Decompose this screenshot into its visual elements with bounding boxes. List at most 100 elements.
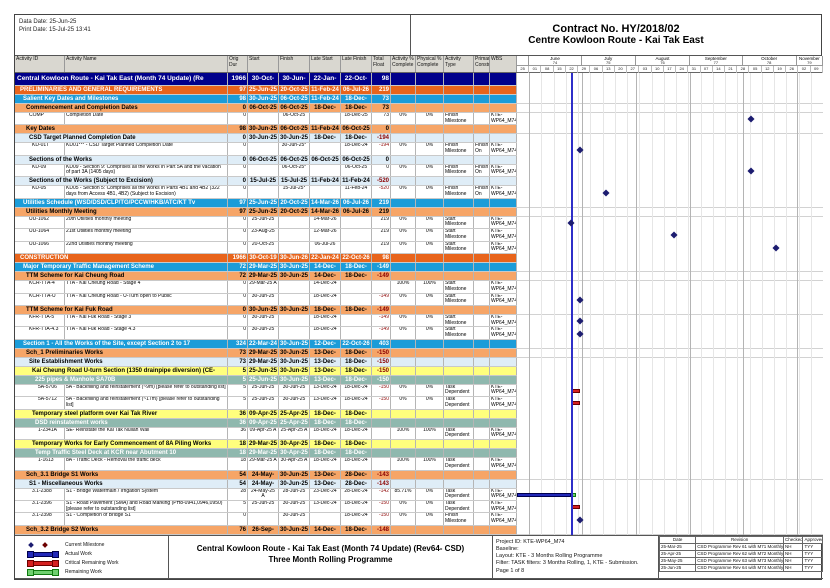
timeline-week-5: 29 xyxy=(578,66,591,73)
value-cell xyxy=(391,348,416,357)
month-gridline xyxy=(742,73,744,535)
week-gridline xyxy=(553,73,555,535)
wbs-row[interactable]: Sections of the Works (Subject to Excisi… xyxy=(15,177,517,187)
value-cell xyxy=(416,339,444,348)
wbs-row[interactable]: TTM Scheme for Kai Fuk Road 0 30-Jun-25 30-… xyxy=(15,305,517,315)
activity-row[interactable]: 3.1-2396 S1 - Road Pavement (SMA) and Roa… xyxy=(15,501,517,514)
activity-row[interactable]: UU-1066 22nd Utilities monthly meeting 0 20… xyxy=(15,241,517,255)
value-cell xyxy=(341,281,372,293)
column-header-10: Activity Type xyxy=(444,56,474,72)
wbs-row[interactable]: Major Temporary Traffic Management Schem… xyxy=(15,263,517,273)
actual-work-bar[interactable] xyxy=(517,492,572,497)
bar-endcap-icon xyxy=(52,560,59,567)
value-cell xyxy=(490,198,517,207)
activity-row[interactable]: KCR-TTA-U TTA - Kai Cheung Road - U-Turn … xyxy=(15,293,517,306)
value-cell: 0 xyxy=(228,177,248,186)
activity-row[interactable]: KD-01T KD01*** - CSD Target Planned Compl… xyxy=(15,143,517,156)
value-cell xyxy=(474,470,490,479)
value-cell xyxy=(474,339,490,348)
value-cell xyxy=(444,73,474,85)
wbs-row[interactable]: Utilities Monthly Meeting 97 25-Jun-25 20-O… xyxy=(15,207,517,217)
value-cell xyxy=(474,501,490,513)
timeline-week-21: 19 xyxy=(774,66,787,73)
value-cell: 100% xyxy=(416,458,444,470)
activity-row[interactable]: 1-2341A SE- Reinstate the Kai Tak Nullah … xyxy=(15,427,517,441)
wbs-row[interactable]: Utilities Schedule (WSD/DSD/CLP/TG/PCCW/… xyxy=(15,198,517,208)
activity-row[interactable]: 5A-5712 5A - Backfilling and reinstatemen… xyxy=(15,397,517,410)
value-cell xyxy=(416,366,444,375)
revision-row[interactable]: 25-May-25 CSD Programme Rev 63 with M73 M… xyxy=(659,557,823,565)
activity-row[interactable]: KFR-TTA-4.3 TTA - Kai Fuk Road - Stage 4.… xyxy=(15,327,517,340)
wbs-row[interactable]: 225 pipes & Manhole SA70B 5 25-Jun-25 30-Ju… xyxy=(15,375,517,385)
activity-row[interactable]: KD-09 KD09 - Section 9: Comprises all the… xyxy=(15,164,517,178)
value-cell: 09-Apr-25 A xyxy=(248,418,279,427)
activity-row[interactable]: KFR-TTA-5 TTA - Kai Fuk Road - Stage 3 0 30… xyxy=(15,314,517,328)
wbs-row[interactable]: CSD Target Planned Completion Date 0 30-Ju… xyxy=(15,134,517,144)
activity-row[interactable]: COMP Completion Date 0 06-Oct-25 18-Dec-25 73… xyxy=(15,113,517,126)
legend-label: Current Milestone xyxy=(65,541,105,548)
wbs-row[interactable]: Temporary Works for Early Commencement o… xyxy=(15,440,517,450)
value-cell: 06-Oct-25 xyxy=(341,155,372,164)
value-cell xyxy=(474,104,490,112)
activity-row[interactable]: 1-1613 8A - Traffic Deck - Removal the tr… xyxy=(15,458,517,471)
value-cell: -149 xyxy=(372,305,391,314)
gantt-row xyxy=(517,263,823,273)
bar-endcap-icon xyxy=(27,569,34,576)
activity-id-cell: KD-01T xyxy=(15,143,65,155)
activity-row[interactable]: UU-1062 20th Utilities monthly meeting 0 25… xyxy=(15,216,517,230)
value-cell: 22-Jan-24 xyxy=(310,73,341,85)
value-cell xyxy=(444,272,474,281)
week-gridline xyxy=(761,73,763,535)
wbs-row[interactable]: Key Dates 98 30-Jun-25 06-Oct-25 11-Feb-24 06… xyxy=(15,125,517,135)
wbs-row[interactable]: Temporary steel platform over Kai Tak Ri… xyxy=(15,409,517,419)
revision-row[interactable]: 25-Mar-25 CSD Programme Rev 61 with M71 M… xyxy=(659,543,823,551)
value-cell xyxy=(391,449,416,458)
value-cell: KTE-WP64_M74.C xyxy=(491,501,517,513)
wbs-row[interactable]: PRELIMINARIES AND GENERAL REQUIREMENTS 97… xyxy=(15,86,517,95)
value-cell: 06-Oct-25 xyxy=(279,155,310,164)
activity-row[interactable]: 3.1-2398 S1 - Completion of Bridge S1 0 30-… xyxy=(15,513,517,526)
value-cell: 324 xyxy=(228,339,248,348)
revision-row[interactable]: 25-Apr-25 CSD Programme Rev 62 with M72 M… xyxy=(659,550,823,558)
value-cell xyxy=(391,73,416,85)
value-cell: KTE-WP64_M74.C xyxy=(491,314,517,327)
wbs-row[interactable]: Salient Key Dates and Milestones 98 30-Jun… xyxy=(15,95,517,104)
value-cell xyxy=(444,409,474,418)
activity-row[interactable]: UU-1064 21st Utilities monthly meeting 0 23… xyxy=(15,229,517,242)
revision-cell: NH xyxy=(782,557,804,565)
activity-row[interactable]: 5A-5706 5A - Backfilling and reinstatemen… xyxy=(15,384,517,398)
value-cell: 0 xyxy=(228,186,248,198)
value-cell: 30-Apr-25 A xyxy=(279,449,310,458)
activity-row[interactable]: KD-05 KD05 - Section 5: Comprises all the… xyxy=(15,186,517,199)
value-cell: 18-Dec-24 xyxy=(310,305,341,314)
wbs-row[interactable]: Section 1 - All the Works of the Site, e… xyxy=(15,339,517,349)
wbs-row[interactable]: Central Kowloon Route - Kai Tak East (Mo… xyxy=(15,73,517,86)
timeline-week-7: 13 xyxy=(603,66,615,73)
value-cell xyxy=(341,293,372,305)
value-cell: 18-Dec-24 xyxy=(310,440,341,449)
revision-cell: NH xyxy=(782,564,804,572)
value-cell: 0 xyxy=(228,229,248,241)
wbs-row[interactable]: Kai Cheung Road U-turn Section (1350 dra… xyxy=(15,366,517,376)
value-cell: 25-Jun-25 xyxy=(249,198,279,207)
revision-row[interactable]: 25-Jun-25 CSD Programme Rev 64 with M74 M… xyxy=(659,564,823,572)
wbs-row[interactable]: Temp Traffic Steel Deck at KCR near Abut… xyxy=(15,449,517,459)
gantt-row xyxy=(517,306,823,315)
wbs-row[interactable]: TTM Scheme for Kai Cheung Road 72 29-Mar-2… xyxy=(15,272,517,282)
activity-row[interactable]: 3.1-2388 S1 - Bridge Watermain / Irrigati… xyxy=(15,488,517,501)
activity-id-cell: KD-09 xyxy=(15,164,65,177)
value-cell: 15-Jul-25* xyxy=(279,186,310,198)
wbs-row[interactable]: Commencement and Completion Dates 0 06-Oct… xyxy=(15,104,517,113)
value-cell xyxy=(444,339,474,348)
wbs-row[interactable]: Sections of the Works 0 06-Oct-25 06-Oct-25… xyxy=(15,155,517,165)
activity-row[interactable]: KCR-TTA-4 TTA - Kai Cheung Road - Stage 4… xyxy=(15,281,517,294)
value-cell: 30-Jun-25 xyxy=(280,339,310,348)
value-cell: 98 xyxy=(372,73,391,85)
